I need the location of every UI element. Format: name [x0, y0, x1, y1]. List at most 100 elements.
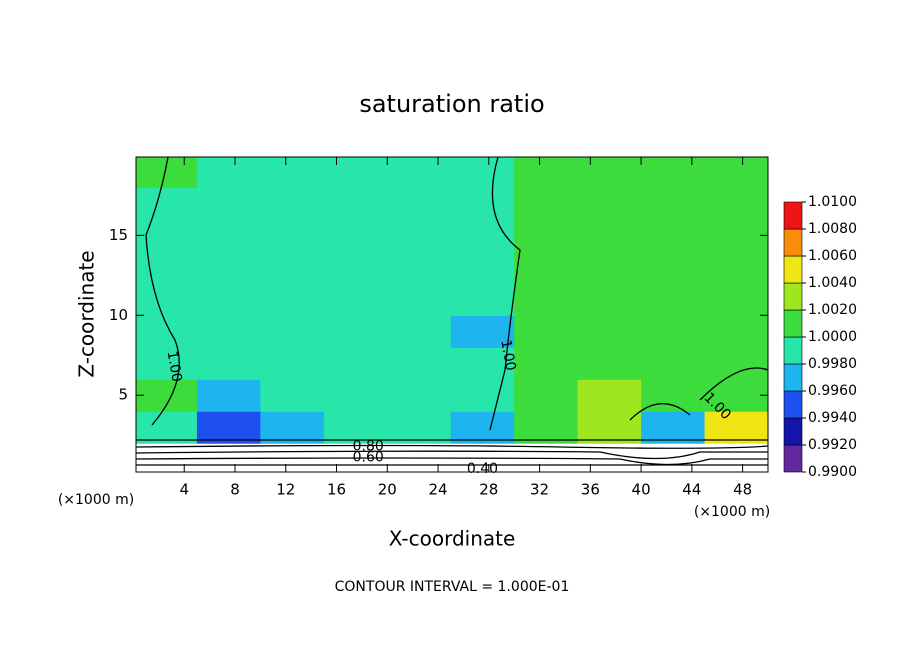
colorbar-swatch: [783, 336, 803, 365]
colorbar-label: 1.0040: [808, 275, 857, 291]
x-tick-label: 36: [581, 481, 600, 499]
field-cell: [514, 347, 579, 380]
field-cell: [136, 251, 198, 284]
field-cell: [323, 283, 388, 316]
colorbar-label: 1.0060: [808, 248, 857, 264]
field-cell: [514, 187, 579, 220]
y-tick-label: 5: [118, 386, 128, 404]
field-cell: [196, 315, 261, 348]
x-tick-label: 20: [378, 481, 397, 499]
field-cell: [260, 411, 325, 444]
field-cell: [514, 251, 579, 284]
x-tick-label: 8: [230, 481, 240, 499]
field-cell: [260, 347, 325, 380]
field-cell: [323, 411, 388, 444]
colorbar-label: 1.0100: [808, 194, 857, 210]
field-cell: [704, 347, 768, 380]
x-tick-label: 48: [733, 481, 752, 499]
footer-note: CONTOUR INTERVAL = 1.000E-01: [335, 579, 570, 595]
field-cell: [323, 219, 388, 252]
field-cell: [387, 443, 452, 472]
field-cell: [323, 187, 388, 220]
field-cell: [387, 251, 452, 284]
field-cell: [641, 379, 706, 412]
contour-line: [136, 450, 768, 460]
y-tick-label: 10: [109, 306, 128, 324]
x-tick-label: 40: [632, 481, 651, 499]
field-cell: [704, 379, 768, 412]
field-cell: [450, 157, 515, 188]
field-cell: [704, 283, 768, 316]
x-unit-left: (×1000 m): [58, 492, 134, 508]
field-cell: [196, 347, 261, 380]
y-axis-label: Z-coordinate: [75, 250, 99, 377]
field-cell: [260, 443, 325, 472]
field-cell: [136, 283, 198, 316]
field-cell: [450, 379, 515, 412]
contour-line: [145, 157, 180, 426]
field-cell: [136, 315, 198, 348]
field-cell: [641, 187, 706, 220]
field-cell: [641, 283, 706, 316]
field-cell: [450, 411, 515, 444]
colorbar-swatch: [783, 444, 803, 473]
field-cell: [577, 283, 642, 316]
field-cell: [514, 443, 579, 472]
field-cell: [136, 187, 198, 220]
field-cell: [323, 315, 388, 348]
colorbar-swatch: [783, 309, 803, 338]
field-cell: [704, 315, 768, 348]
colorbar-label: 1.0020: [808, 302, 857, 318]
field-cell: [577, 379, 642, 412]
field-cell: [577, 411, 642, 444]
field-cell: [323, 347, 388, 380]
colorbar-swatch: [783, 390, 803, 419]
field-cell: [260, 251, 325, 284]
field-cell: [641, 411, 706, 444]
field-cell: [514, 157, 579, 188]
field-cell: [577, 219, 642, 252]
contour-label: 1.00: [497, 339, 518, 372]
field-cell: [196, 251, 261, 284]
field-cell: [260, 219, 325, 252]
field-cell: [450, 251, 515, 284]
x-tick-label: 44: [682, 481, 701, 499]
contour-line: [136, 444, 768, 449]
plot-frame: [135, 156, 769, 473]
field-cell: [196, 157, 261, 188]
field-cell: [641, 251, 706, 284]
colorbar-swatch: [783, 201, 803, 230]
field-cell: [387, 219, 452, 252]
field-cell: [641, 219, 706, 252]
field-cell: [514, 315, 579, 348]
colorbar-label: 0.9980: [808, 356, 857, 372]
field-cell: [704, 411, 768, 444]
x-tick-label: 4: [179, 481, 189, 499]
field-cell: [136, 347, 198, 380]
field-cell: [704, 219, 768, 252]
colorbar-label: 1.0080: [808, 221, 857, 237]
field-cell: [260, 283, 325, 316]
field-cell: [323, 251, 388, 284]
field-cell: [514, 379, 579, 412]
field-cell: [450, 315, 515, 348]
x-unit-right: (×1000 m): [694, 504, 770, 520]
field-cell: [260, 157, 325, 188]
field-cell: [514, 411, 579, 444]
colorbar-swatch: [783, 417, 803, 446]
field-cell: [196, 219, 261, 252]
field-cell: [387, 411, 452, 444]
x-tick-label: 12: [276, 481, 295, 499]
colorbar-swatch: [783, 363, 803, 392]
field-cell: [196, 187, 261, 220]
field-cell: [514, 283, 579, 316]
contour-line: [629, 367, 768, 421]
field-cell: [577, 187, 642, 220]
field-cell: [577, 251, 642, 284]
colorbar-label: 1.0000: [808, 329, 857, 345]
field-cell: [450, 219, 515, 252]
field-cell: [136, 379, 198, 412]
chart-title: saturation ratio: [359, 90, 544, 118]
x-tick-label: 28: [479, 481, 498, 499]
field-cell: [641, 315, 706, 348]
